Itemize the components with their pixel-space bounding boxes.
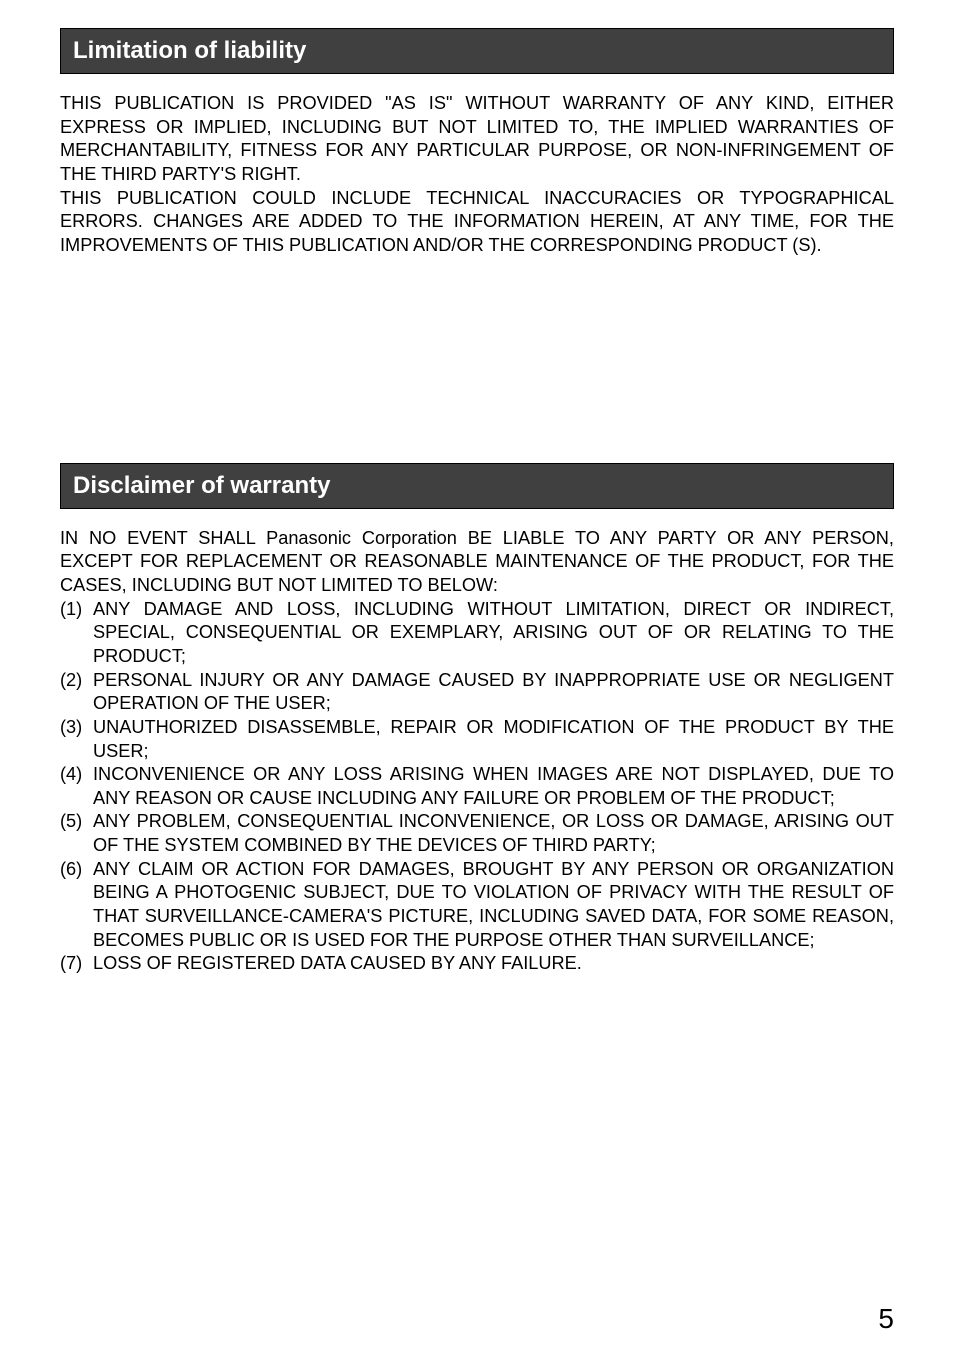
list-text-4: INCONVENIENCE OR ANY LOSS ARISING WHEN I… — [93, 763, 894, 810]
list-text-1: ANY DAMAGE AND LOSS, INCLUDING WITHOUT L… — [93, 598, 894, 669]
list-num-1: (1) — [60, 598, 93, 669]
section-title-2: Disclaimer of warranty — [73, 472, 330, 499]
list-item: (3) UNAUTHORIZED DISASSEMBLE, REPAIR OR … — [60, 716, 894, 763]
disclaimer-list: (1) ANY DAMAGE AND LOSS, INCLUDING WITHO… — [60, 598, 894, 977]
section1-para1: THIS PUBLICATION IS PROVIDED "AS IS" WIT… — [60, 92, 894, 187]
list-num-3: (3) — [60, 716, 93, 763]
list-num-7: (7) — [60, 952, 93, 976]
list-num-6: (6) — [60, 858, 93, 953]
section2-intro: IN NO EVENT SHALL Panasonic Corporation … — [60, 527, 894, 598]
list-item: (7) LOSS OF REGISTERED DATA CAUSED BY AN… — [60, 952, 894, 976]
list-item: (1) ANY DAMAGE AND LOSS, INCLUDING WITHO… — [60, 598, 894, 669]
section-title-1: Limitation of liability — [73, 37, 306, 64]
list-item: (2) PERSONAL INJURY OR ANY DAMAGE CAUSED… — [60, 669, 894, 716]
list-text-5: ANY PROBLEM, CONSEQUENTIAL INCONVENIENCE… — [93, 810, 894, 857]
section-header-disclaimer: Disclaimer of warranty — [60, 463, 894, 509]
list-num-4: (4) — [60, 763, 93, 810]
list-item: (6) ANY CLAIM OR ACTION FOR DAMAGES, BRO… — [60, 858, 894, 953]
page-number: 5 — [878, 1303, 894, 1335]
list-text-3: UNAUTHORIZED DISASSEMBLE, REPAIR OR MODI… — [93, 716, 894, 763]
list-num-5: (5) — [60, 810, 93, 857]
list-text-6: ANY CLAIM OR ACTION FOR DAMAGES, BROUGHT… — [93, 858, 894, 953]
section1-para2: THIS PUBLICATION COULD INCLUDE TECHNICAL… — [60, 187, 894, 258]
list-num-2: (2) — [60, 669, 93, 716]
list-text-2: PERSONAL INJURY OR ANY DAMAGE CAUSED BY … — [93, 669, 894, 716]
list-text-7: LOSS OF REGISTERED DATA CAUSED BY ANY FA… — [93, 952, 894, 976]
list-item: (4) INCONVENIENCE OR ANY LOSS ARISING WH… — [60, 763, 894, 810]
section-header-limitation: Limitation of liability — [60, 28, 894, 74]
list-item: (5) ANY PROBLEM, CONSEQUENTIAL INCONVENI… — [60, 810, 894, 857]
